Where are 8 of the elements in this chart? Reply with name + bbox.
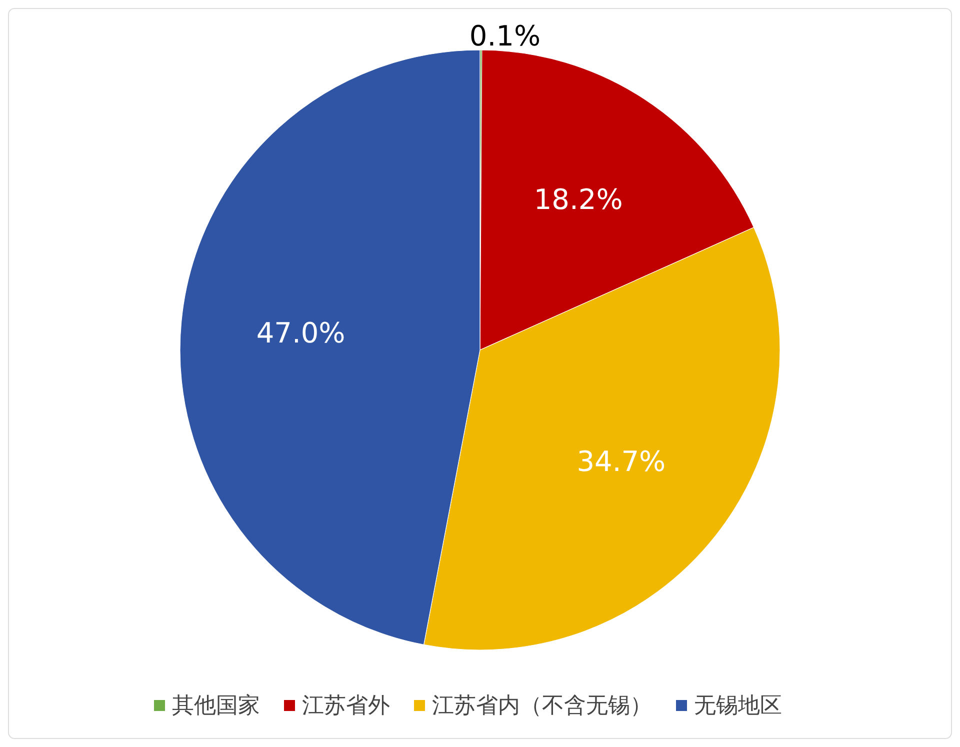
data-label: 47.0% [256,316,346,350]
legend-label: 其他国家 [172,694,260,718]
data-label: 34.7% [576,445,666,478]
legend-label: 无锡地区 [694,694,782,718]
legend-label: 江苏省外 [302,694,390,718]
data-label: 0.1% [469,20,541,52]
legend-label: 江苏省内（不含无锡） [432,694,652,718]
data-label: 18.2% [534,182,623,216]
